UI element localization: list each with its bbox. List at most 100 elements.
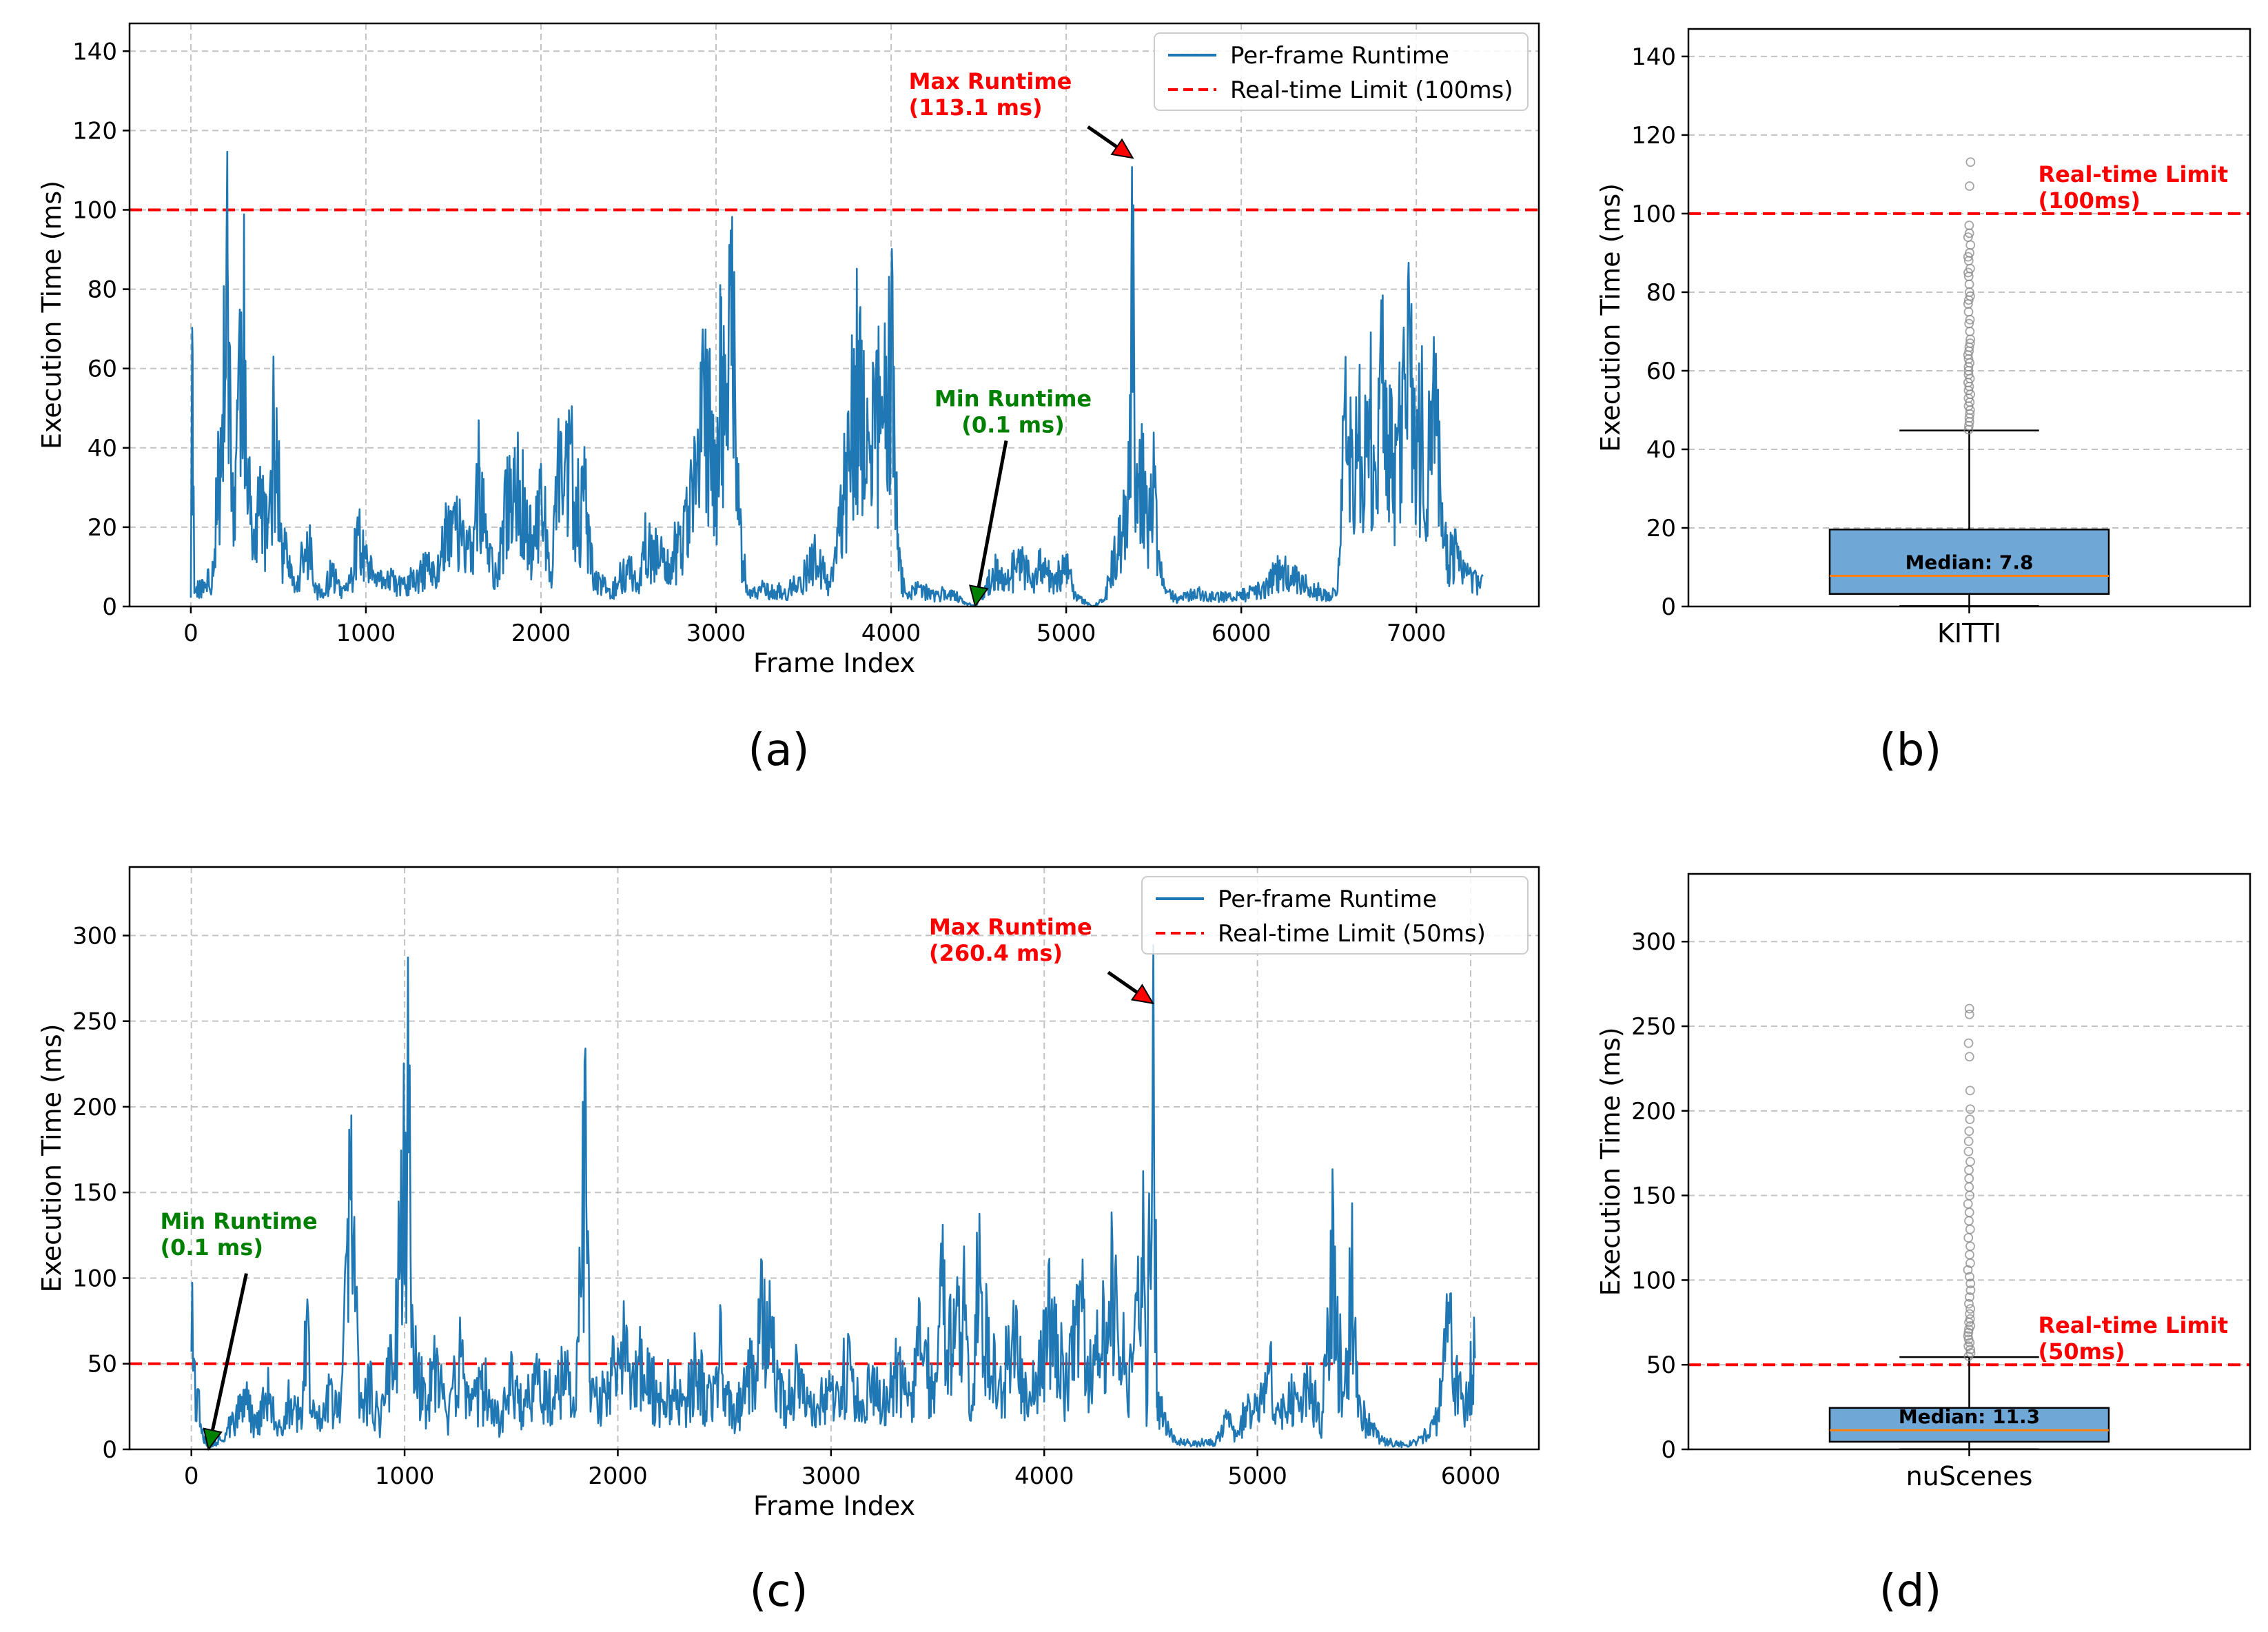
panel-label-d: (d) (1879, 1566, 1942, 1617)
panel-d-ytick-label: 250 (1631, 1013, 1676, 1041)
panel-a-annotation-red-arrow-head (1110, 138, 1134, 159)
panel-c-ytick-label: 250 (72, 1008, 117, 1036)
panel-b-ytick-label: 60 (1646, 358, 1676, 385)
panel-a-xtick-label: 1000 (336, 620, 396, 647)
panel-a-annotation-red-arrow-shaft (1087, 125, 1118, 149)
panel-a-legend-box (1154, 32, 1529, 111)
panel-d-box-plot: 0 50 100 150 200 250 300 Execution Time (ms) Rea… (1595, 873, 2251, 1491)
panel-b-outlier-point (1965, 181, 1974, 191)
panel-a-legend-series-label: Per-frame Runtime (1230, 42, 1449, 70)
panel-b-outlier-point (1963, 232, 1973, 243)
panel-b-limit-label-value: (100ms) (2039, 187, 2141, 214)
panel-c-xtick-label: 1000 (375, 1462, 435, 1490)
panel-d-ytick-label: 50 (1646, 1352, 1676, 1379)
panel-d-outlier-point (1964, 1009, 1974, 1019)
panel-a-xlabel: Frame Index (753, 648, 915, 678)
panel-d-outlier-point (1963, 1327, 1974, 1338)
panel-b-outlier-point (1964, 318, 1974, 329)
panel-b-limit-label-title: Real-time Limit (2039, 161, 2229, 187)
panel-b-box-plot: 0 20 40 60 80 100 120 140 Execution Time (ms) Rea… (1595, 28, 2251, 649)
panel-b-outlier-point (1965, 157, 1976, 167)
panel-b-outlier-point (1965, 291, 1975, 301)
panel-label-c: (c) (749, 1566, 808, 1617)
panel-d-outlier-point (1963, 1038, 1974, 1048)
panel-c-xtick-label: 5000 (1227, 1462, 1287, 1490)
panel-d-outlier-point (1965, 1285, 1976, 1296)
panel-a-ytick-label: 0 (102, 593, 117, 621)
panel-c-ytick-label: 150 (72, 1179, 117, 1207)
panel-d-outlier-point (1963, 1146, 1974, 1156)
panel-d-outlier-point (1965, 1114, 1975, 1125)
panel-c-ytick-label: 200 (72, 1094, 117, 1121)
panel-c-annotation-green-value: (0.1 ms) (160, 1234, 263, 1261)
panel-label-b: (b) (1879, 725, 1942, 776)
panel-c-xtick-label: 0 (184, 1462, 199, 1490)
panel-c-legend-limit-label: Real-time Limit (50ms) (1218, 920, 1486, 948)
panel-c-xlabel: Frame Index (753, 1491, 915, 1521)
panel-b-outlier-point (1964, 221, 1974, 230)
panel-label-a: (a) (748, 725, 809, 776)
panel-d-outlier-point (1963, 1331, 1973, 1341)
panel-c-xtick-label: 3000 (801, 1462, 861, 1490)
panel-a-annotation-red-title: Max Runtime (909, 68, 1072, 94)
panel-d-iqr-box (1828, 1407, 2110, 1443)
panel-b-outlier-point (1965, 338, 1975, 348)
panel-c-annotation-green-title: Min Runtime (160, 1208, 317, 1234)
panel-c-annotation-green-arrow-head (203, 1427, 223, 1451)
panel-d-category-label: nuScenes (1906, 1461, 2033, 1491)
panel-a-ytick-label: 100 (72, 196, 117, 224)
panel-b-iqr-box (1828, 529, 2110, 595)
panel-c-plot-frame (128, 866, 1540, 1451)
panel-a-xtick-label: 7000 (1387, 620, 1447, 647)
panel-c-runtime-series (190, 944, 1476, 1451)
panel-d-outlier-point (1964, 1126, 1974, 1136)
panel-d-outlier-point (1965, 1272, 1974, 1282)
panel-c-xtick-label: 4000 (1014, 1462, 1074, 1490)
panel-d-outlier-point (1965, 1104, 1975, 1114)
panel-d-outlier-point (1965, 1085, 1975, 1096)
panel-c-xtick-label: 2000 (588, 1462, 648, 1490)
panel-c-annotation-red-arrow-shaft (1107, 970, 1138, 994)
panel-d-ytick-label: 0 (1661, 1436, 1676, 1464)
panel-d-ytick-label: 300 (1631, 928, 1676, 956)
panel-a-xtick-label: 6000 (1212, 620, 1271, 647)
panel-c-ytick-label: 300 (72, 922, 117, 950)
panel-a-ytick-label: 140 (72, 38, 117, 65)
panel-d-outlier-point (1965, 1156, 1975, 1167)
panel-d-ytick-label: 200 (1631, 1098, 1676, 1125)
panel-d-outlier-point (1965, 1309, 1975, 1319)
panel-a-annotation-red-value: (113.1 ms) (909, 94, 1043, 121)
panel-b-ytick-label: 140 (1631, 43, 1676, 71)
panel-a-ytick-label: 120 (72, 117, 117, 145)
panel-c-xtick-label: 6000 (1441, 1462, 1501, 1490)
panel-d-outlier-point (1963, 1136, 1974, 1146)
panel-a-xtick-label: 2000 (511, 620, 571, 647)
panel-a-xtick-label: 5000 (1036, 620, 1096, 647)
panel-c-ylabel: Execution Time (ms) (37, 1023, 67, 1292)
panel-c-annotation-red-title: Max Runtime (929, 914, 1092, 940)
panel-b-category-label: KITTI (1937, 618, 2001, 649)
panel-a-ytick-label: 20 (88, 514, 117, 542)
panel-d-outlier-point (1965, 1304, 1976, 1314)
panel-c-annotation-red-arrow-head (1130, 983, 1154, 1005)
panel-b-ytick-label: 80 (1646, 279, 1676, 307)
panel-d-outlier-point (1965, 1278, 1976, 1289)
panel-d-outlier-point (1964, 1052, 1974, 1062)
panel-b-ytick-label: 0 (1661, 593, 1676, 621)
panel-d-outlier-point (1965, 1314, 1975, 1324)
panel-c-ytick-label: 0 (102, 1436, 117, 1464)
panel-d-outlier-point (1964, 1003, 1974, 1014)
panel-a-xtick-label: 0 (183, 620, 198, 647)
panel-a-runtime-series (190, 150, 1484, 608)
panel-a-legend-limit-label: Real-time Limit (100ms) (1230, 76, 1513, 104)
panel-c-legend-box (1141, 876, 1529, 955)
panel-b-ytick-label: 100 (1631, 201, 1676, 228)
panel-d-outlier-point (1965, 1348, 1976, 1358)
panel-d-limit-label-value: (50ms) (2039, 1338, 2125, 1365)
panel-d-outlier-point (1963, 1334, 1974, 1345)
panel-a-line-chart: 0 20 40 60 80 100 120 140 0 1000 2000 3000 4000 5000 6… (37, 22, 1540, 678)
panel-b-ytick-label: 120 (1631, 122, 1676, 150)
panel-d-limit-label-title: Real-time Limit (2039, 1312, 2229, 1338)
